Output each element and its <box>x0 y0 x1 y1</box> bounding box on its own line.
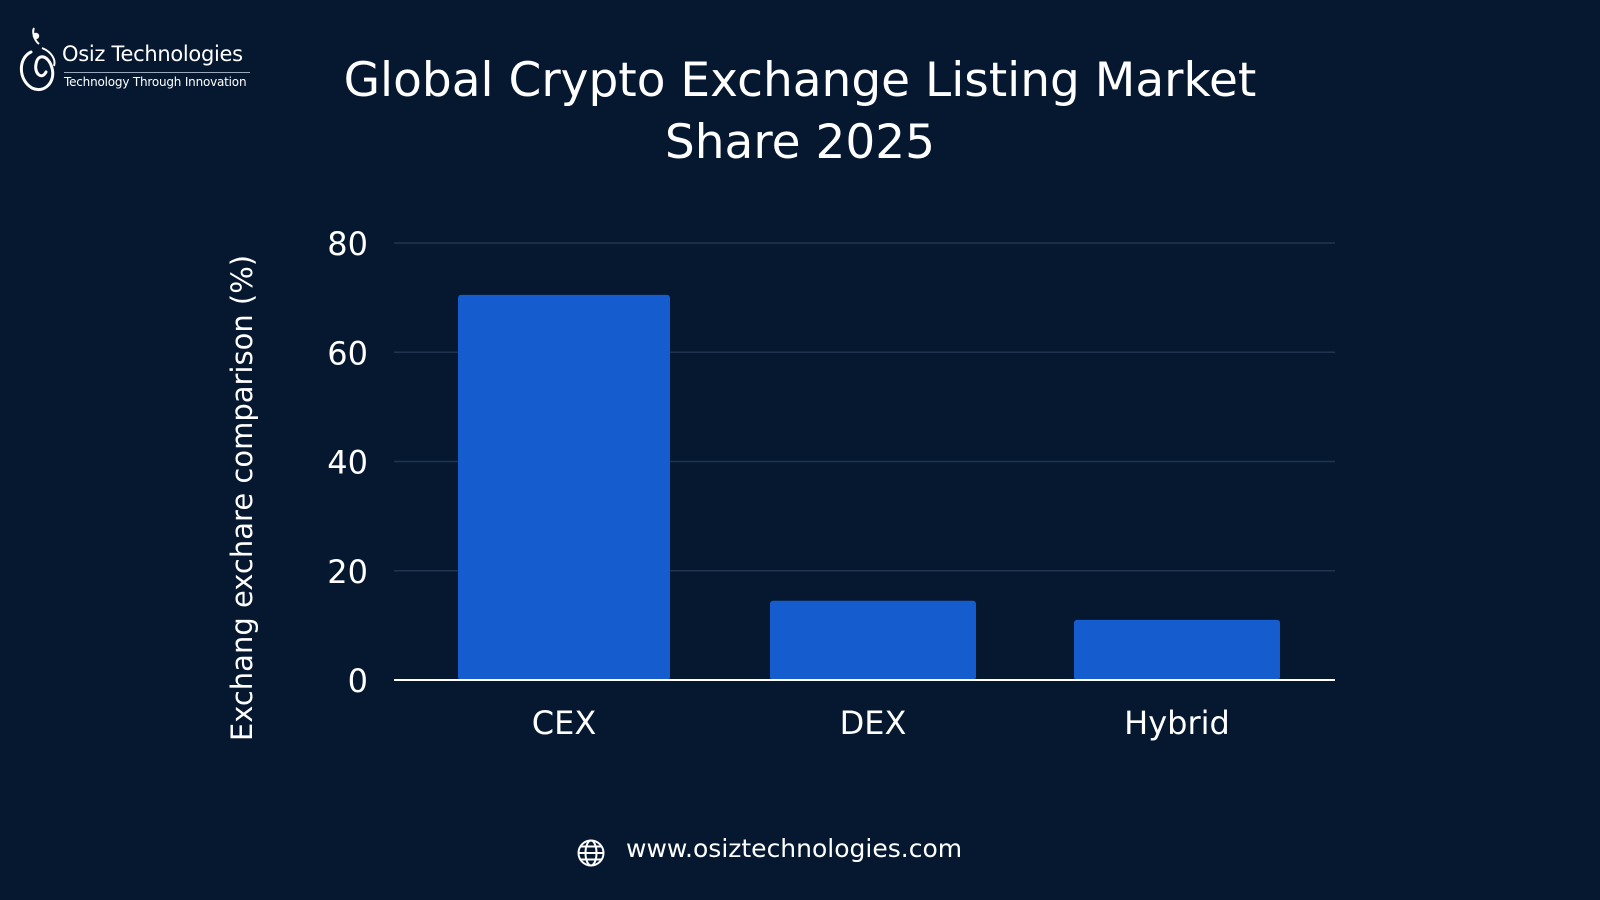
footer: www.osiztechnologies.com <box>0 830 1600 870</box>
chart-title-line-1: Global Crypto Exchange Listing Market <box>343 53 1257 108</box>
globe-icon <box>577 839 605 867</box>
osiz-logo-icon <box>19 27 56 91</box>
x-tick-label-cex: CEX <box>532 704 596 742</box>
y-tick-label: 0 <box>348 662 368 700</box>
y-axis-label: Exchang exchare comparison (%) <box>225 255 259 741</box>
x-axis-ticks: CEX DEX Hybrid <box>532 704 1230 742</box>
bar-hybrid <box>1074 619 1280 680</box>
brand-logo: Osiz Technologies Technology Through Inn… <box>12 22 252 102</box>
x-tick-label-hybrid: Hybrid <box>1124 704 1230 742</box>
y-axis-ticks: 0 20 40 60 80 <box>327 225 368 700</box>
chart-title: Global Crypto Exchange Listing Market Sh… <box>300 50 1300 174</box>
chart-title-line-2: Share 2025 <box>664 115 936 170</box>
y-tick-label: 20 <box>327 553 368 591</box>
website-link[interactable]: www.osiztechnologies.com <box>626 834 963 863</box>
bar-cex <box>458 294 670 680</box>
bars <box>458 294 1280 680</box>
y-tick-label: 80 <box>327 225 368 263</box>
y-tick-label: 40 <box>327 444 368 482</box>
y-tick-label: 60 <box>327 334 368 372</box>
bar-dex <box>770 600 976 680</box>
brand-name: Osiz Technologies <box>62 42 243 66</box>
brand-tagline: Technology Through Innovation <box>64 75 247 89</box>
x-tick-label-dex: DEX <box>840 704 907 742</box>
brand-divider <box>64 72 250 73</box>
